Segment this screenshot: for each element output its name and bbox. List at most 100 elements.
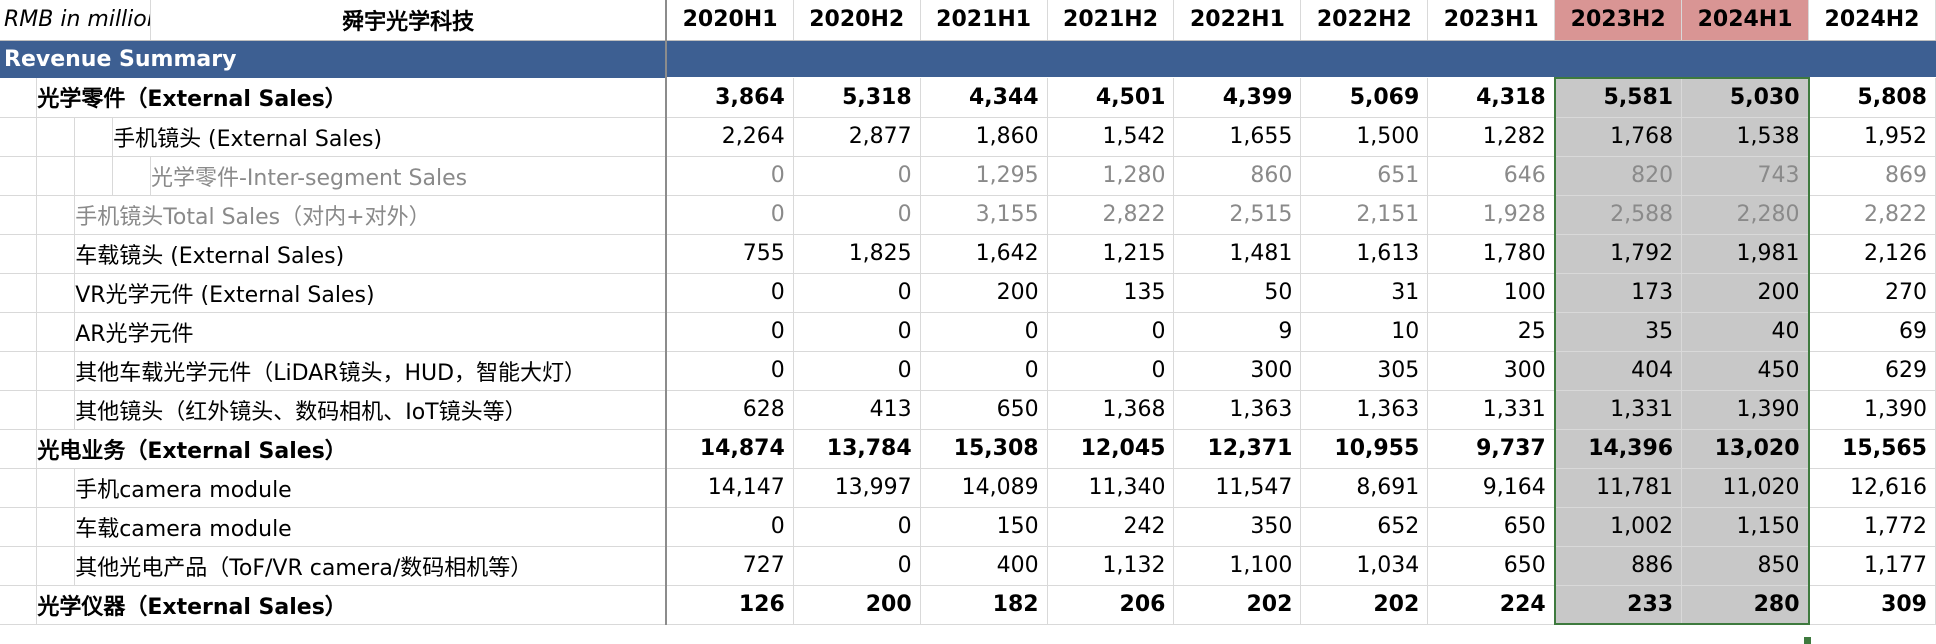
value-cell[interactable]: 820 [1553, 156, 1683, 196]
row-label[interactable]: 车载镜头 (External Sales) [74, 234, 668, 274]
value-cell[interactable]: 135 [1047, 273, 1175, 313]
value-cell[interactable]: 0 [666, 273, 794, 313]
row-label[interactable]: 光电业务（External Sales） [36, 429, 668, 469]
value-cell[interactable]: 1,952 [1808, 117, 1936, 157]
value-cell[interactable]: 40 [1681, 312, 1810, 352]
section-title[interactable]: Revenue Summary [0, 40, 667, 78]
value-cell[interactable]: 5,808 [1808, 78, 1936, 118]
indent-cell[interactable] [0, 390, 38, 430]
value-cell[interactable]: 0 [793, 195, 921, 235]
value-cell[interactable]: 9 [1173, 312, 1302, 352]
value-cell[interactable]: 2,822 [1047, 195, 1175, 235]
indent-cell[interactable] [36, 390, 76, 430]
value-cell[interactable]: 886 [1553, 546, 1683, 586]
period-header-2022h1[interactable]: 2022H1 [1173, 0, 1302, 41]
row-label[interactable]: 其他车载光学元件（LiDAR镜头，HUD，智能大灯） [74, 351, 668, 391]
row-label[interactable]: 手机镜头Total Sales（对内+对外） [74, 195, 668, 235]
value-cell[interactable]: 1,034 [1300, 546, 1429, 586]
value-cell[interactable]: 0 [666, 351, 794, 391]
value-cell[interactable]: 12,371 [1173, 429, 1302, 469]
indent-cell[interactable] [36, 468, 76, 508]
unit-label[interactable]: RMB in millions [0, 0, 151, 41]
value-cell[interactable]: 13,784 [793, 429, 921, 469]
indent-cell[interactable] [36, 156, 76, 196]
value-cell[interactable]: 652 [1300, 507, 1429, 547]
value-cell[interactable]: 10 [1300, 312, 1429, 352]
indent-cell[interactable] [0, 351, 38, 391]
value-cell[interactable]: 309 [1808, 585, 1936, 625]
indent-cell[interactable] [0, 117, 38, 157]
value-cell[interactable]: 413 [793, 390, 921, 430]
value-cell[interactable]: 0 [920, 351, 1048, 391]
value-cell[interactable]: 860 [1173, 156, 1302, 196]
value-cell[interactable]: 202 [1173, 585, 1302, 625]
section-fill[interactable] [665, 40, 1936, 78]
value-cell[interactable]: 5,581 [1553, 77, 1683, 118]
indent-cell[interactable] [0, 585, 38, 625]
value-cell[interactable]: 0 [793, 273, 921, 313]
value-cell[interactable]: 13,020 [1681, 429, 1810, 469]
indent-cell[interactable] [0, 546, 38, 586]
value-cell[interactable]: 650 [1427, 546, 1556, 586]
value-cell[interactable]: 727 [666, 546, 794, 586]
value-cell[interactable]: 1,390 [1681, 390, 1810, 430]
indent-cell[interactable] [36, 234, 76, 274]
period-header-2023h2[interactable]: 2023H2 [1554, 0, 1683, 41]
value-cell[interactable]: 2,280 [1681, 195, 1810, 235]
value-cell[interactable]: 200 [793, 585, 921, 625]
value-cell[interactable]: 0 [793, 351, 921, 391]
value-cell[interactable]: 50 [1173, 273, 1302, 313]
value-cell[interactable]: 4,501 [1047, 78, 1175, 118]
value-cell[interactable]: 1,363 [1300, 390, 1429, 430]
value-cell[interactable]: 0 [666, 156, 794, 196]
value-cell[interactable]: 0 [1047, 351, 1175, 391]
value-cell[interactable]: 1,100 [1173, 546, 1302, 586]
row-label[interactable]: 其他光电产品（ToF/VR camera/数码相机等） [74, 546, 668, 586]
value-cell[interactable]: 628 [666, 390, 794, 430]
value-cell[interactable]: 14,396 [1553, 429, 1683, 469]
value-cell[interactable]: 1,542 [1047, 117, 1175, 157]
value-cell[interactable]: 0 [666, 507, 794, 547]
period-header-2024h1[interactable]: 2024H1 [1681, 0, 1810, 41]
value-cell[interactable]: 8,691 [1300, 468, 1429, 508]
value-cell[interactable]: 850 [1681, 546, 1810, 586]
value-cell[interactable]: 0 [793, 546, 921, 586]
value-cell[interactable]: 150 [920, 507, 1048, 547]
value-cell[interactable]: 1,002 [1553, 507, 1683, 547]
value-cell[interactable]: 2,877 [793, 117, 921, 157]
value-cell[interactable]: 173 [1553, 273, 1683, 313]
value-cell[interactable]: 300 [1427, 351, 1556, 391]
value-cell[interactable]: 11,547 [1173, 468, 1302, 508]
value-cell[interactable]: 1,860 [920, 117, 1048, 157]
period-header-2021h2[interactable]: 2021H2 [1047, 0, 1175, 41]
value-cell[interactable]: 206 [1047, 585, 1175, 625]
row-label[interactable]: AR光学元件 [74, 312, 668, 352]
value-cell[interactable]: 31 [1300, 273, 1429, 313]
indent-cell[interactable] [74, 117, 114, 157]
value-cell[interactable]: 350 [1173, 507, 1302, 547]
indent-cell[interactable] [0, 273, 38, 313]
value-cell[interactable]: 9,737 [1427, 429, 1556, 469]
value-cell[interactable]: 300 [1173, 351, 1302, 391]
value-cell[interactable]: 755 [666, 234, 794, 274]
value-cell[interactable]: 100 [1427, 273, 1556, 313]
value-cell[interactable]: 869 [1808, 156, 1936, 196]
value-cell[interactable]: 12,616 [1808, 468, 1936, 508]
indent-cell[interactable] [36, 117, 76, 157]
value-cell[interactable]: 69 [1808, 312, 1936, 352]
value-cell[interactable]: 743 [1681, 156, 1810, 196]
value-cell[interactable]: 305 [1300, 351, 1429, 391]
value-cell[interactable]: 242 [1047, 507, 1175, 547]
indent-cell[interactable] [0, 156, 38, 196]
indent-cell[interactable] [36, 195, 76, 235]
value-cell[interactable]: 0 [666, 312, 794, 352]
period-header-2021h1[interactable]: 2021H1 [920, 0, 1048, 41]
value-cell[interactable]: 1,928 [1427, 195, 1556, 235]
indent-cell[interactable] [74, 156, 114, 196]
value-cell[interactable]: 2,515 [1173, 195, 1302, 235]
value-cell[interactable]: 9,164 [1427, 468, 1556, 508]
value-cell[interactable]: 650 [1427, 507, 1556, 547]
value-cell[interactable]: 233 [1553, 585, 1683, 625]
value-cell[interactable]: 202 [1300, 585, 1429, 625]
value-cell[interactable]: 0 [793, 312, 921, 352]
